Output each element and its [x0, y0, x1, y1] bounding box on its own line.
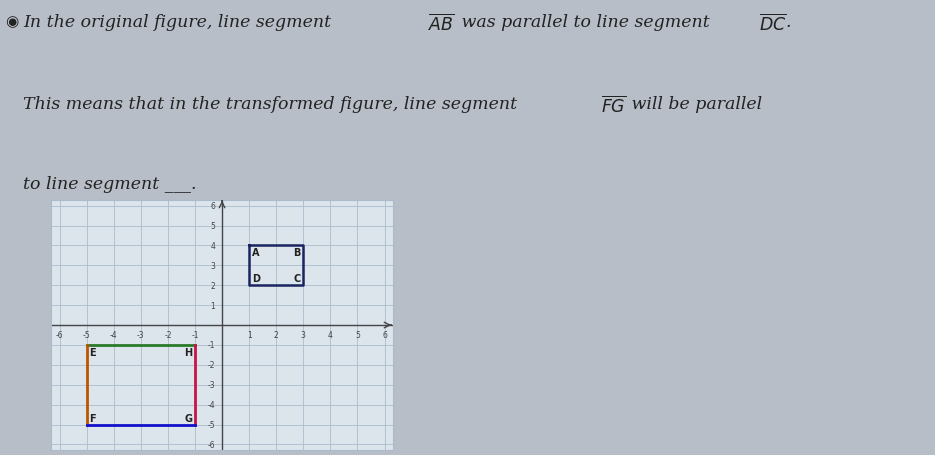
Text: This means that in the transformed figure, line segment: This means that in the transformed figur… [23, 96, 523, 112]
Text: -5: -5 [83, 330, 91, 339]
Text: 4: 4 [210, 242, 215, 250]
Text: 5: 5 [210, 222, 215, 231]
Text: In the original figure, line segment: In the original figure, line segment [23, 14, 337, 30]
Text: C: C [294, 273, 301, 283]
Text: -6: -6 [56, 330, 64, 339]
Text: -3: -3 [208, 380, 215, 389]
Text: to line segment ___.: to line segment ___. [23, 175, 197, 192]
Text: H: H [184, 347, 193, 357]
Text: -5: -5 [208, 420, 215, 429]
Text: F: F [90, 413, 96, 423]
Text: G: G [184, 413, 193, 423]
Text: 1: 1 [247, 330, 252, 339]
Text: 5: 5 [355, 330, 360, 339]
Text: -1: -1 [208, 341, 215, 350]
Text: -4: -4 [110, 330, 118, 339]
Text: -2: -2 [165, 330, 172, 339]
Text: 1: 1 [210, 301, 215, 310]
Text: B: B [294, 248, 301, 258]
Text: 3: 3 [210, 261, 215, 270]
Text: -3: -3 [137, 330, 145, 339]
Text: will be parallel: will be parallel [626, 96, 763, 112]
Text: D: D [252, 273, 260, 283]
Text: 2: 2 [274, 330, 279, 339]
Text: 6: 6 [210, 202, 215, 211]
Text: 3: 3 [301, 330, 306, 339]
Text: ◉: ◉ [5, 14, 18, 29]
Text: $\overline{DC}$: $\overline{DC}$ [759, 14, 786, 35]
Text: -4: -4 [208, 400, 215, 409]
Text: .: . [785, 14, 791, 30]
Text: A: A [252, 248, 259, 258]
Text: E: E [90, 347, 96, 357]
Text: 6: 6 [382, 330, 387, 339]
Text: -2: -2 [208, 360, 215, 369]
Text: -1: -1 [192, 330, 199, 339]
Text: $\overline{AB}$: $\overline{AB}$ [428, 14, 455, 35]
Text: 4: 4 [328, 330, 333, 339]
Text: 2: 2 [210, 281, 215, 290]
Text: -6: -6 [208, 440, 215, 449]
Text: was parallel to line segment: was parallel to line segment [456, 14, 715, 30]
Text: $\overline{FG}$: $\overline{FG}$ [601, 96, 626, 116]
